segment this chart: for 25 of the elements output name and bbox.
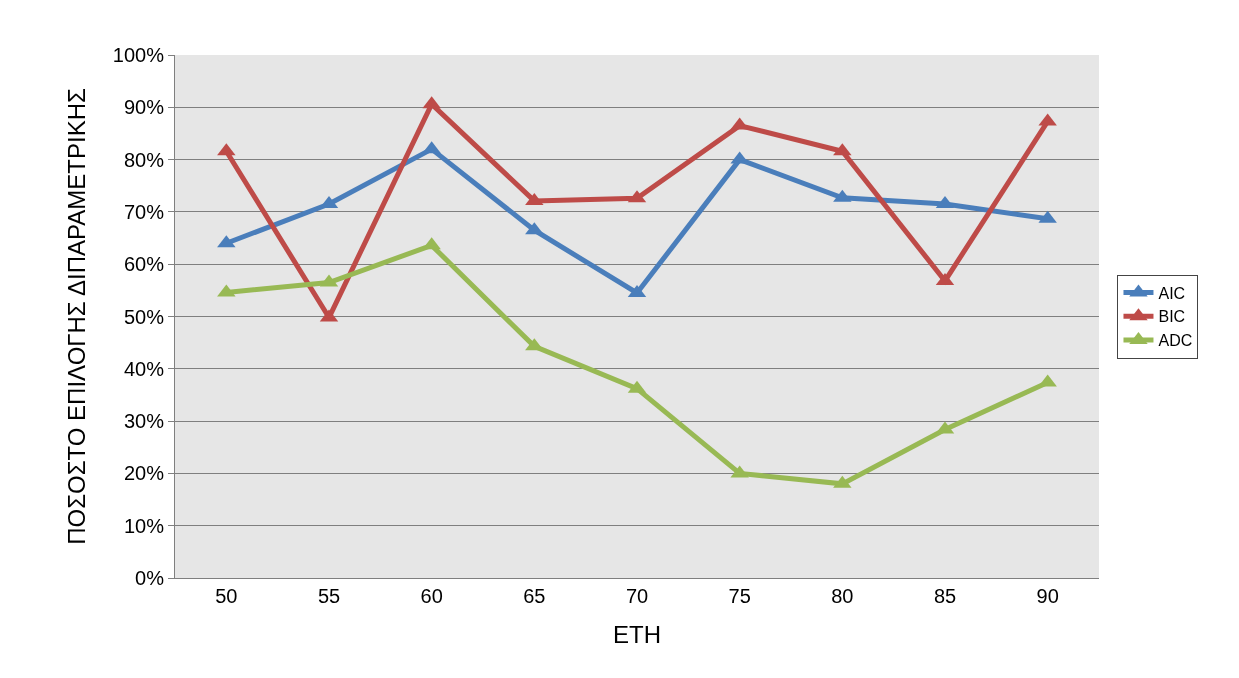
- x-axis-title: ΕΤΗ: [613, 621, 661, 649]
- y-tick-label: 40%: [123, 357, 165, 380]
- y-tick-label: 0%: [135, 567, 165, 589]
- legend-label: BIC: [1158, 308, 1186, 326]
- x-tick-label: 65: [523, 585, 546, 607]
- y-tick-label: 10%: [123, 514, 165, 537]
- x-tick-label: 55: [317, 585, 341, 607]
- x-tick-label: 70: [625, 585, 649, 607]
- legend-label: AIC: [1158, 284, 1186, 302]
- y-tick-label: 50%: [123, 305, 165, 328]
- y-tick-label: 80%: [123, 148, 165, 171]
- y-tick-label: 100%: [112, 44, 165, 66]
- y-tick-label: 20%: [123, 462, 165, 485]
- x-tick-label: 80: [831, 585, 854, 607]
- y-tick-label: 30%: [123, 410, 165, 433]
- x-tick-label: 50: [215, 585, 238, 607]
- x-tick-label: 85: [933, 585, 957, 607]
- y-axis-title: ΠΟΣΟΣΤΟ ΕΠΙΛΟΓΗΣ ΔΙΠΑΡΑΜΕΤΡΙΚΗΣ: [62, 88, 90, 545]
- y-tick-label: 90%: [123, 96, 165, 119]
- legend-label: ADC: [1158, 332, 1193, 350]
- x-tick-label: 90: [1036, 585, 1059, 607]
- x-tick-label: 75: [728, 585, 751, 607]
- y-tick-label: 60%: [123, 253, 165, 276]
- x-tick-label: 60: [420, 585, 443, 607]
- y-tick-label: 70%: [123, 200, 165, 223]
